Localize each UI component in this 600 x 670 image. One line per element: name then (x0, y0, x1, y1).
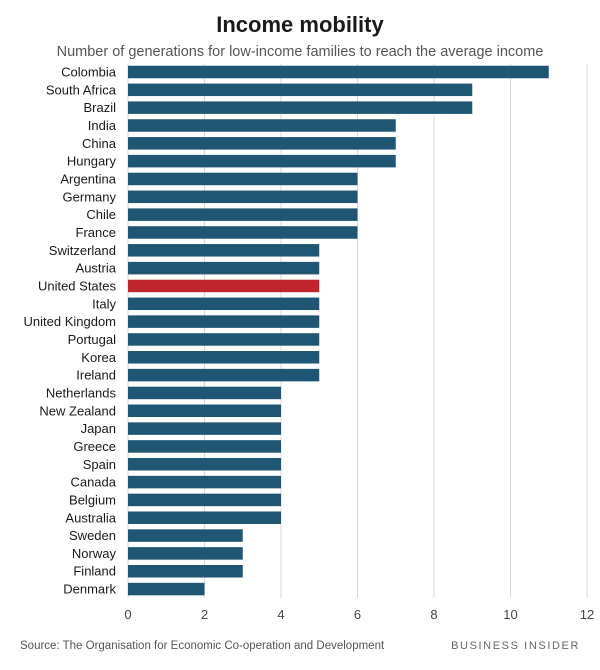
category-label: Portugal (68, 332, 117, 347)
category-label: Sweden (69, 528, 116, 543)
category-label: South Africa (46, 82, 117, 97)
bar-brazil (128, 101, 473, 114)
category-label: Denmark (63, 582, 116, 597)
bar-greece (128, 440, 281, 453)
category-label: Greece (73, 439, 116, 454)
category-label: United States (38, 278, 117, 293)
bar-switzerland (128, 244, 320, 257)
bar-canada (128, 475, 281, 489)
source-note: Source: The Organisation for Economic Co… (20, 640, 385, 652)
brand-logo-text: BUSINESS INSIDER (451, 640, 580, 652)
bar-france (128, 226, 358, 239)
category-label: Hungary (67, 154, 117, 169)
bar-united-states (128, 279, 320, 293)
bar-portugal (128, 333, 320, 346)
bar-united-kingdom (128, 315, 320, 328)
category-label: Argentina (60, 171, 116, 186)
x-tick-label: 10 (503, 607, 517, 622)
x-tick-label: 0 (124, 607, 131, 622)
x-tick-label: 12 (580, 607, 594, 622)
category-label: Italy (92, 296, 116, 311)
bar-italy (128, 297, 320, 311)
bar-chart: Colombia South Africa Brazil India China Hung… (24, 64, 594, 622)
bar-denmark (128, 582, 205, 596)
bar-australia (128, 511, 281, 524)
x-tick-label: 4 (277, 607, 284, 622)
category-label: Norway (72, 546, 117, 561)
bar-china (128, 137, 396, 150)
bar-ireland (128, 368, 320, 382)
category-label: Spain (83, 457, 116, 472)
bar-norway (128, 547, 243, 560)
category-label: China (82, 136, 117, 151)
bar-argentina (128, 172, 358, 186)
x-tick-label: 8 (430, 607, 437, 622)
x-tick-label: 6 (354, 607, 361, 622)
category-label: Brazil (83, 100, 116, 115)
bar-chile (128, 208, 358, 221)
category-label: Netherlands (46, 385, 117, 400)
category-label: New Zealand (39, 403, 116, 418)
chart-subtitle: Number of generations for low-income fam… (56, 44, 544, 60)
bar-korea (128, 351, 320, 364)
bar-south-africa (128, 83, 473, 97)
category-label: Canada (70, 475, 116, 490)
bar-sweden (128, 529, 243, 542)
bar-finland (128, 564, 243, 578)
category-label: Switzerland (49, 243, 116, 258)
bar-new-zealand (128, 404, 281, 418)
bar-germany (128, 190, 358, 204)
category-label: United Kingdom (24, 314, 117, 329)
category-label: Colombia (61, 65, 117, 80)
chart-title: Income mobility (216, 12, 384, 37)
category-label: France (76, 225, 116, 240)
category-label: Belgium (69, 492, 116, 507)
category-label: Korea (81, 350, 116, 365)
bar-belgium (128, 493, 281, 507)
category-label: Germany (63, 189, 117, 204)
bar-india (128, 119, 396, 132)
x-tick-label: 2 (201, 607, 208, 622)
bar-japan (128, 422, 281, 435)
bar-netherlands (128, 386, 281, 400)
category-label: Japan (81, 421, 116, 436)
bar-austria (128, 261, 320, 275)
category-label: Chile (86, 207, 116, 222)
bar-colombia (128, 65, 549, 79)
category-label: India (88, 118, 117, 133)
bar-hungary (128, 154, 396, 168)
category-label: Austria (76, 261, 117, 276)
bar-spain (128, 458, 281, 471)
category-label: Ireland (76, 368, 116, 383)
category-label: Australia (65, 510, 116, 525)
category-label: Finland (73, 564, 116, 579)
